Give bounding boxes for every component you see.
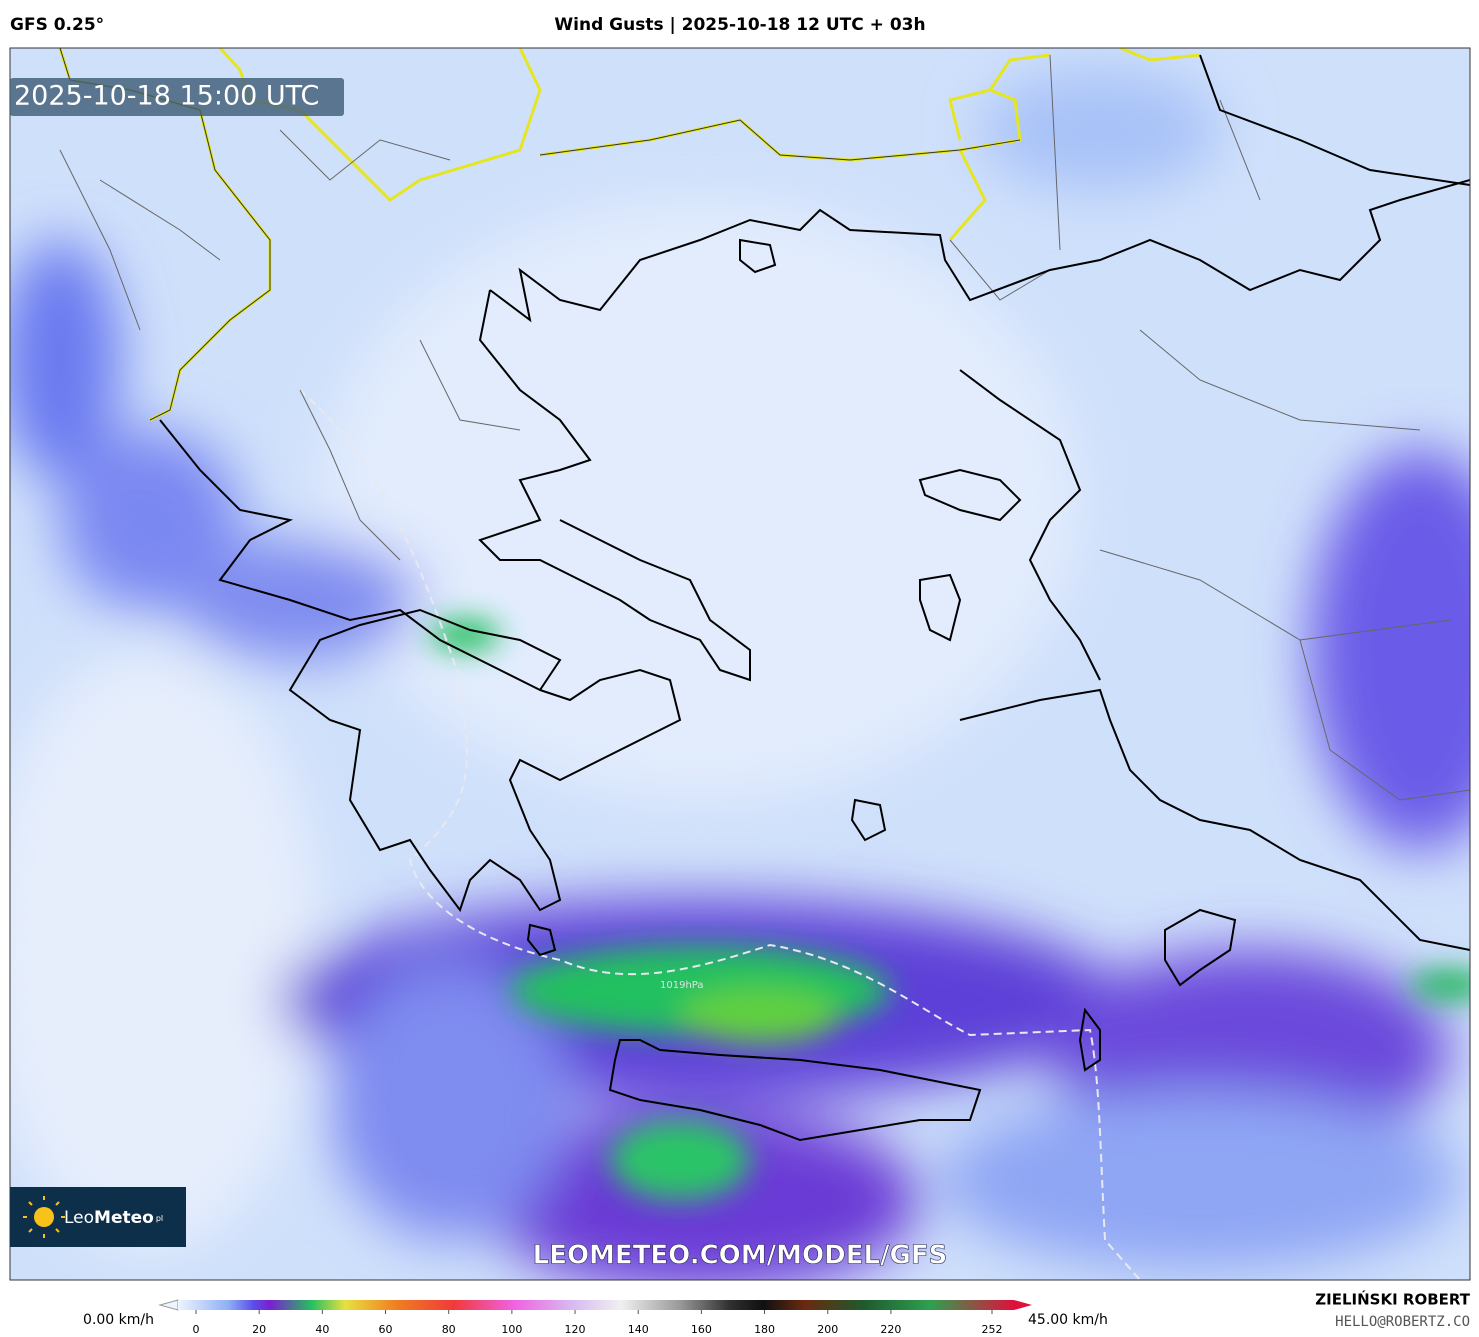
logo-meteo: Meteo — [94, 1208, 154, 1228]
colorbar-tick-label: 252 — [982, 1323, 1003, 1336]
colorbar-max-arrow — [1014, 1300, 1032, 1310]
map-title: Wind Gusts | 2025-10-18 12 UTC + 03h — [554, 15, 925, 35]
colorbar-tick-label: 140 — [628, 1323, 649, 1336]
colorbar-tick-label: 20 — [252, 1323, 266, 1336]
colorbar-tick-label: 0 — [193, 1323, 200, 1336]
model-label: GFS 0.25° — [10, 15, 104, 35]
colorbar-min-label: 0.00 km/h — [83, 1312, 154, 1328]
colorbar-tick-label: 200 — [817, 1323, 838, 1336]
colorbar-tick-label: 40 — [315, 1323, 329, 1336]
isobar-label: 1019hPa — [660, 980, 704, 991]
email: HELLO@ROBERTZ.CO — [1335, 1314, 1470, 1330]
colorbar-ticks: 0 20 40 60 80 100 120 140 160 180 200 220 252 — [193, 1310, 1003, 1336]
timestamp: 2025-10-18 15:00 UTC — [14, 81, 319, 112]
colorbar — [178, 1300, 1014, 1310]
logo-leo: Leo — [64, 1208, 94, 1228]
logo-suffix: pl — [156, 1214, 163, 1223]
colorbar-min-arrow — [158, 1299, 179, 1311]
colorbar-tick-label: 180 — [754, 1323, 775, 1336]
colorbar-tick-label: 220 — [880, 1323, 901, 1336]
colorbar-tick-label: 80 — [442, 1323, 456, 1336]
author: ZIELIŃSKI ROBERT — [1315, 1290, 1470, 1309]
colorbar-tick-label: 60 — [379, 1323, 393, 1336]
colorbar-tick-label: 120 — [565, 1323, 586, 1336]
logo-sun — [34, 1207, 54, 1227]
colorbar-max-label: 45.00 km/h — [1028, 1312, 1108, 1328]
logo-rays — [23, 1196, 65, 1238]
timestamp-box — [10, 78, 344, 116]
colorbar-tick-label: 160 — [691, 1323, 712, 1336]
site-url: LEOMETEO.COM/MODEL/GFS — [533, 1241, 948, 1271]
logo-text: LeoMeteo pl — [64, 1208, 163, 1228]
colorbar-tick-label: 100 — [501, 1323, 522, 1336]
map-area: 1019hPa — [10, 48, 1470, 1280]
